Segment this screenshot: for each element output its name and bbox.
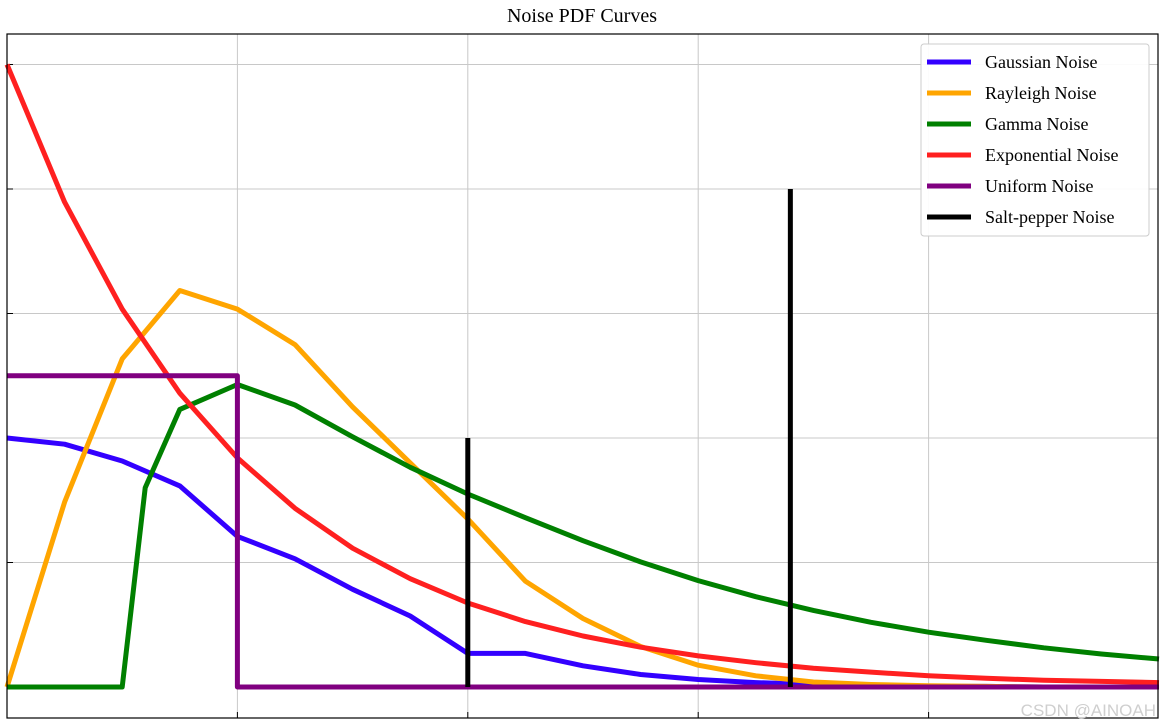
legend-label-salt-pepper-noise: Salt-pepper Noise: [985, 207, 1114, 227]
plot-frame: [6, 33, 1159, 719]
legend-label-rayleigh-noise: Rayleigh Noise: [985, 83, 1096, 103]
legend-label-uniform-noise: Uniform Noise: [985, 176, 1093, 196]
uniform-noise-line: [7, 373, 1159, 690]
legend-label-gaussian-noise: Gaussian Noise: [985, 52, 1097, 72]
watermark-text: CSDN @AINOAH: [1020, 701, 1156, 720]
legend-label-gamma-noise: Gamma Noise: [985, 114, 1088, 134]
series-layer: [4, 63, 1160, 690]
legend: Gaussian Noise Rayleigh Noise Gamma Noise E…: [920, 43, 1150, 237]
gamma-noise-line: [7, 382, 1160, 690]
legend-label-exponential-noise: Exponential Noise: [985, 145, 1118, 165]
legend-box: [920, 43, 1150, 237]
chart-title: Noise PDF Curves: [507, 5, 657, 27]
exponential-noise-line: [4, 63, 1160, 686]
